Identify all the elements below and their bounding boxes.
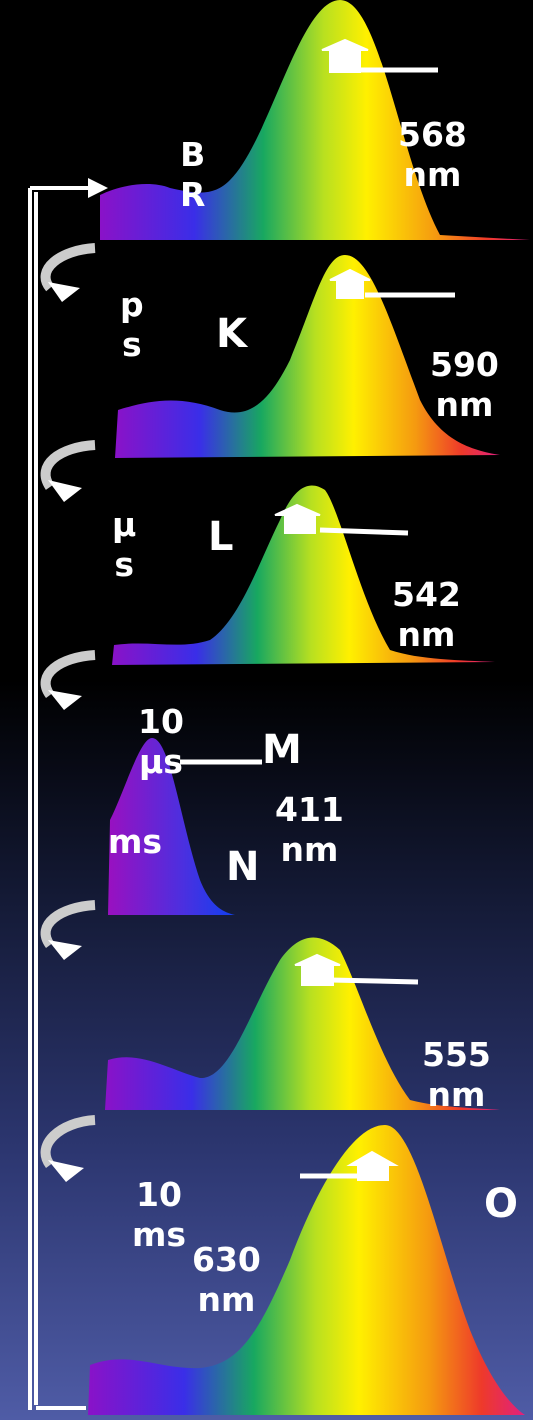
state-lifetime: 10 μs [138, 702, 184, 782]
state-peak: 411 nm [275, 790, 344, 870]
state-peak: 542 nm [392, 575, 461, 655]
state-peak: 630 nm [192, 1240, 261, 1320]
state-peak: 555 nm [422, 1035, 491, 1115]
photocycle-diagram: B R 568 nm Kp s 590 nm Lμ s 542 nm M 10 μs 411 n… [0, 0, 533, 1420]
state-peak: 568 nm [398, 115, 467, 195]
state-name: N [226, 845, 259, 889]
state-lifetime: 10 ms [132, 1175, 186, 1255]
state-name: B R [180, 135, 205, 215]
transition-arrows [46, 248, 95, 1165]
state-name: O [484, 1182, 518, 1226]
state-name: L [208, 515, 234, 559]
state-lifetime: p s [120, 285, 144, 365]
spectrum [88, 1125, 525, 1415]
cycle-frame [30, 188, 90, 1410]
state-lifetime: μ s [112, 505, 136, 585]
arrow-heads [48, 282, 84, 1182]
state-name: M [262, 728, 302, 772]
spectra [0, 0, 533, 1420]
state-name: K [216, 312, 247, 356]
state-peak: 590 nm [430, 345, 499, 425]
state-lifetime: ms [108, 822, 162, 862]
